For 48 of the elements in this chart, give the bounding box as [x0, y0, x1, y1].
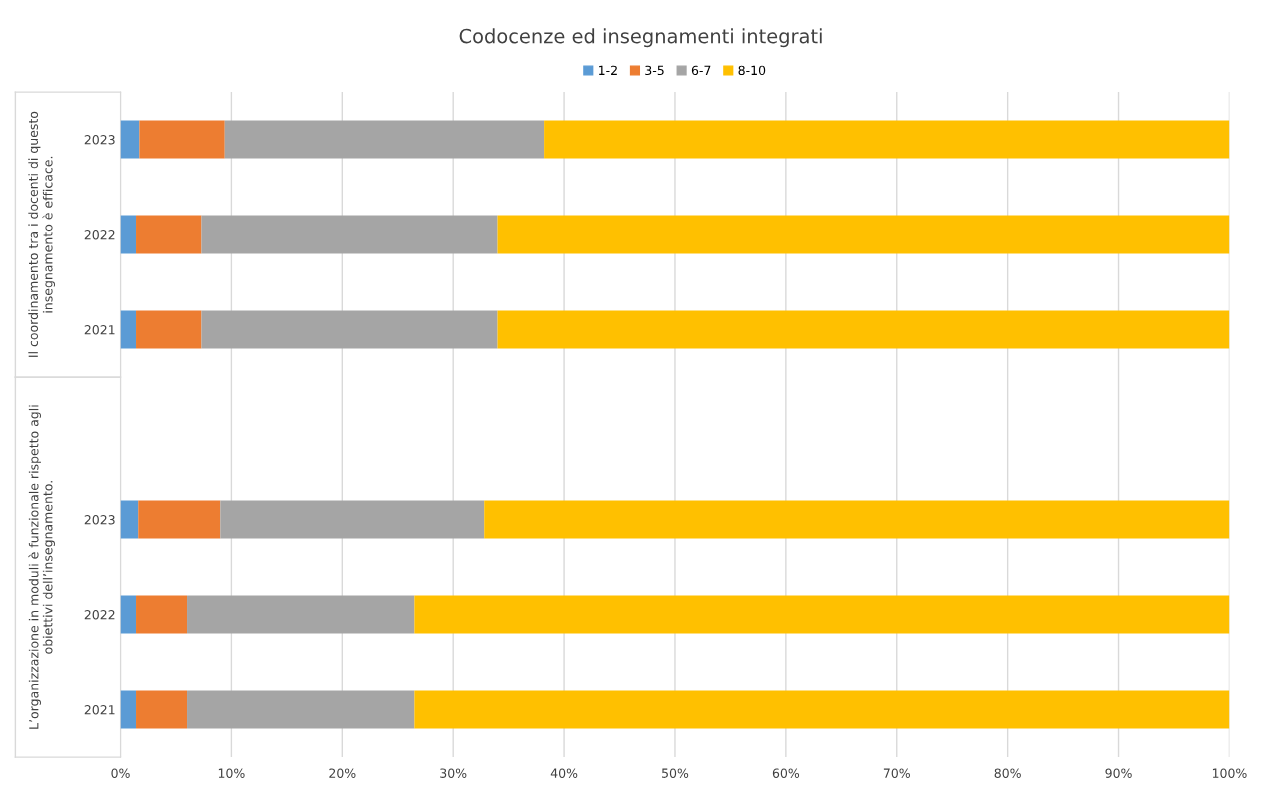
legend-label: 8-10	[738, 65, 766, 76]
chart-title: Codocenze ed insegnamenti integrati	[459, 28, 822, 48]
bar	[187, 690, 415, 729]
x-tick-label: 100%	[1212, 768, 1247, 778]
x-tick-label: 80%	[994, 768, 1021, 778]
y-tick-label: 2023	[84, 135, 115, 145]
bar	[414, 690, 1230, 729]
bar	[120, 690, 137, 729]
bar	[136, 215, 202, 254]
bar	[220, 500, 485, 539]
x-tick-label: 90%	[1105, 768, 1132, 778]
bar	[136, 595, 188, 634]
bar	[120, 310, 137, 349]
x-tick-label: 40%	[550, 768, 578, 778]
bar	[224, 120, 545, 159]
bar	[138, 500, 221, 539]
x-tick-label: 20%	[329, 768, 356, 778]
legend-label: 1-2	[599, 65, 617, 75]
bar	[201, 310, 498, 349]
x-tick-label: 10%	[218, 768, 245, 778]
bar	[120, 215, 137, 254]
x-tick-label: 30%	[440, 768, 467, 778]
bar	[497, 215, 1230, 254]
bar	[139, 120, 225, 159]
y-tick-label: 2023	[84, 515, 115, 525]
bar	[120, 595, 137, 634]
legend-label: 3-5	[645, 65, 664, 76]
legend-label: 6-7	[691, 65, 711, 76]
bar	[484, 500, 1230, 539]
x-tick-label: 50%	[662, 768, 689, 778]
bar	[187, 595, 415, 634]
bar	[544, 120, 1230, 159]
y-tick-label: 2022	[84, 610, 115, 620]
text: Il coordinamento tra i docenti di questo insegnamento è efficace.	[28, 111, 56, 357]
bar	[201, 215, 498, 254]
bar	[136, 310, 202, 349]
y-tick-label: 2022	[84, 230, 115, 240]
bar	[136, 690, 188, 729]
text: L’organizzazione in moduli è funzionale rispetto agli obiettivi dell’insegnamento.	[28, 405, 55, 729]
bar	[120, 500, 139, 539]
y-tick-label: 2021	[84, 325, 115, 335]
x-tick-label: 70%	[883, 768, 910, 778]
x-tick-label: 0%	[111, 768, 130, 778]
bar	[414, 595, 1230, 634]
bar	[497, 310, 1230, 349]
bar	[120, 120, 140, 159]
x-tick-label: 60%	[772, 768, 800, 778]
y-tick-label: 2021	[84, 705, 115, 715]
